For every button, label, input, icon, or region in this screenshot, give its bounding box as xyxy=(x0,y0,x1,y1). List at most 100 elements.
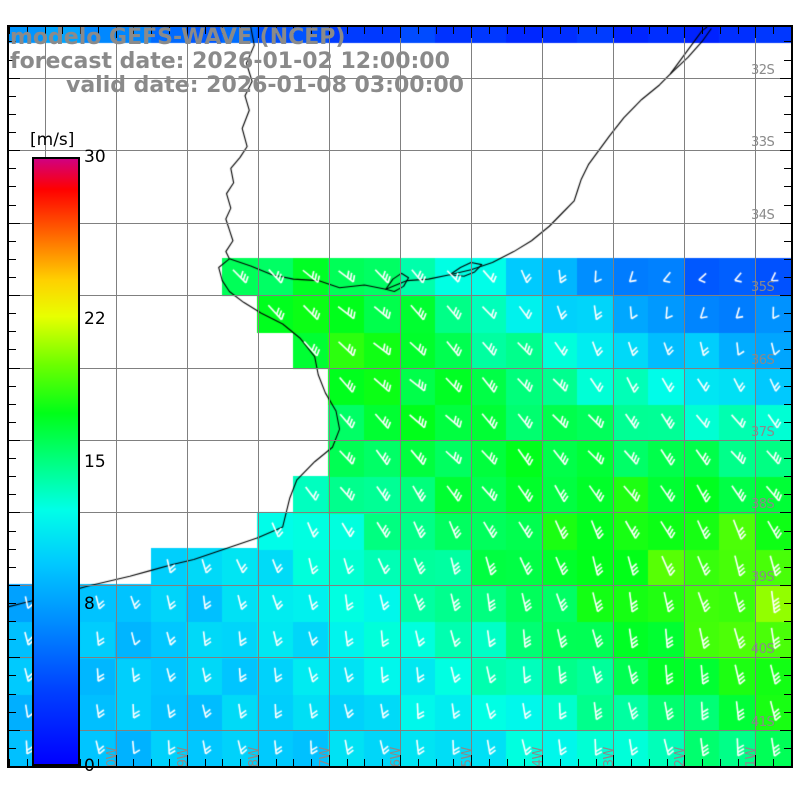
lon-label-51W: 51W xyxy=(744,747,760,768)
tick-mark xyxy=(9,277,16,278)
gridline-lat xyxy=(9,657,791,658)
gridline-lon xyxy=(116,27,117,766)
tick-mark xyxy=(684,755,685,766)
gridline-lat xyxy=(9,512,791,513)
tick-mark xyxy=(784,132,791,133)
lon-label-54W: 54W xyxy=(531,747,547,768)
tick-mark xyxy=(780,78,791,79)
tick-mark xyxy=(578,27,579,34)
tick-mark xyxy=(205,759,206,766)
tick-mark xyxy=(364,759,365,766)
tick-mark xyxy=(9,241,16,242)
tick-mark xyxy=(613,27,614,38)
tick-mark xyxy=(9,639,16,640)
tick-mark xyxy=(784,96,791,97)
colorbar[interactable] xyxy=(32,157,80,766)
gridline-lat xyxy=(9,368,791,369)
lat-label-37S: 37S xyxy=(751,424,775,440)
tick-mark xyxy=(9,440,20,441)
tick-mark xyxy=(9,368,20,369)
tick-mark xyxy=(784,531,791,532)
tick-mark xyxy=(205,27,206,34)
tick-mark xyxy=(507,27,508,34)
lat-label-32S: 32S xyxy=(751,62,775,78)
tick-mark xyxy=(791,759,792,766)
colorbar-tick-15: 15 xyxy=(84,451,106,472)
tick-mark xyxy=(542,755,543,766)
tick-mark xyxy=(720,27,721,34)
tick-mark xyxy=(9,759,10,766)
gridline-lat xyxy=(9,440,791,441)
tick-mark xyxy=(471,755,472,766)
tick-mark xyxy=(9,349,16,350)
tick-mark xyxy=(9,567,16,568)
tick-mark xyxy=(9,205,16,206)
tick-mark xyxy=(80,27,81,34)
tick-mark xyxy=(471,27,472,38)
tick-mark xyxy=(784,694,791,695)
tick-mark xyxy=(9,748,16,749)
tick-mark xyxy=(784,494,791,495)
gridline-lon xyxy=(329,27,330,766)
tick-mark xyxy=(222,759,223,766)
tick-mark xyxy=(596,759,597,766)
tick-mark xyxy=(400,27,401,38)
lat-label-33S: 33S xyxy=(751,135,775,151)
tick-mark xyxy=(560,27,561,34)
colorbar-tick-30: 30 xyxy=(84,147,106,167)
tick-mark xyxy=(9,458,16,459)
tick-mark xyxy=(784,41,791,42)
tick-mark xyxy=(780,512,791,513)
tick-mark xyxy=(98,759,99,766)
colorbar-units-label: [m/s] xyxy=(30,130,75,150)
tick-mark xyxy=(784,313,791,314)
tick-mark xyxy=(187,755,188,766)
colorbar-tick-0: 0 xyxy=(84,756,95,776)
tick-mark xyxy=(151,27,152,34)
gridline-lon xyxy=(400,27,401,766)
tick-mark xyxy=(784,168,791,169)
tick-mark xyxy=(489,27,490,34)
tick-mark xyxy=(382,759,383,766)
tick-mark xyxy=(780,730,791,731)
tick-mark xyxy=(784,603,791,604)
tick-mark xyxy=(784,621,791,622)
tick-mark xyxy=(329,755,330,766)
tick-mark xyxy=(9,404,16,405)
tick-mark xyxy=(738,27,739,34)
tick-mark xyxy=(453,759,454,766)
tick-mark xyxy=(9,694,16,695)
tick-mark xyxy=(116,755,117,766)
tick-mark xyxy=(596,27,597,34)
tick-mark xyxy=(613,755,614,766)
tick-mark xyxy=(169,759,170,766)
tick-mark xyxy=(45,27,46,38)
lon-label-58W: 58W xyxy=(246,747,262,768)
tick-mark xyxy=(784,331,791,332)
tick-mark xyxy=(98,27,99,34)
tick-mark xyxy=(784,675,791,676)
tick-mark xyxy=(418,27,419,34)
lat-label-39S: 39S xyxy=(751,569,775,585)
map-plot-area[interactable]: 61W60W59W58W57W56W55W54W53W52W51W 32S33S… xyxy=(7,25,793,768)
tick-mark xyxy=(524,27,525,34)
tick-mark xyxy=(720,759,721,766)
tick-mark xyxy=(784,748,791,749)
lon-label-60W: 60W xyxy=(104,747,120,768)
gridline-lon xyxy=(187,27,188,766)
tick-mark xyxy=(311,759,312,766)
tick-mark xyxy=(27,759,28,766)
tick-mark xyxy=(9,150,20,151)
tick-mark xyxy=(542,27,543,38)
tick-mark xyxy=(240,27,241,34)
tick-mark xyxy=(133,759,134,766)
tick-mark xyxy=(684,27,685,38)
tick-mark xyxy=(702,759,703,766)
colorbar-gradient xyxy=(32,157,80,766)
tick-mark xyxy=(9,132,16,133)
tick-mark xyxy=(329,27,330,38)
tick-mark xyxy=(649,27,650,34)
lat-label-35S: 35S xyxy=(751,280,775,296)
lon-label-53W: 53W xyxy=(602,747,618,768)
